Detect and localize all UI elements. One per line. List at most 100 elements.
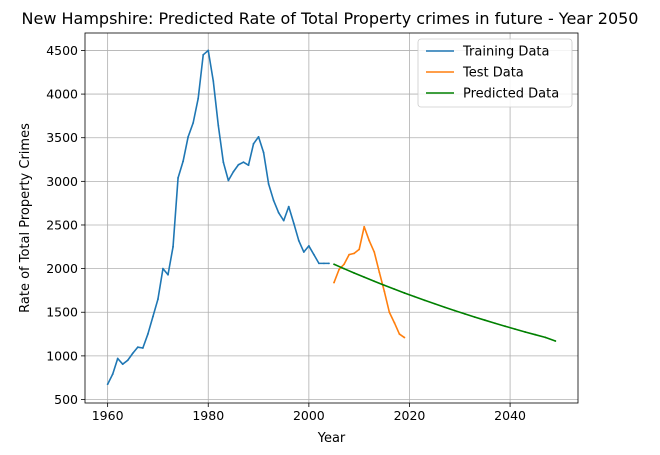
- test-data-point: [363, 225, 366, 228]
- y-tick-label: 4500: [46, 43, 78, 58]
- predicted-data-point: [504, 325, 506, 328]
- y-axis: 500 1000 1500 2000 2500 3000 3500 4000 4500: [46, 43, 85, 407]
- training-data-point: [282, 219, 285, 222]
- y-axis-label: Rate of Total Property Crimes: [18, 123, 33, 313]
- training-data-point: [252, 142, 255, 145]
- test-data-point: [368, 239, 371, 242]
- training-data-point: [257, 135, 260, 138]
- training-data-point: [141, 347, 144, 349]
- predicted-data-point: [363, 276, 366, 279]
- predicted-data-point: [393, 288, 396, 291]
- predicted-data-point: [484, 319, 486, 322]
- x-axis: 1960 1980 2000 2020 2040: [92, 403, 526, 423]
- training-data-point: [146, 333, 149, 335]
- predicted-data-point: [353, 272, 356, 274]
- test-data-points: [333, 225, 406, 339]
- chart-title: New Hampshire: Predicted Rate of Total P…: [22, 9, 639, 28]
- training-data-point: [116, 357, 119, 360]
- training-data-point: [207, 49, 210, 52]
- predicted-data-point: [494, 322, 496, 325]
- training-data-point: [262, 151, 265, 154]
- plot-frame: [84, 32, 579, 404]
- training-data-point: [302, 251, 305, 253]
- predicted-data-point: [443, 306, 446, 309]
- test-data-line: [333, 225, 405, 339]
- training-data-point: [227, 179, 230, 182]
- training-data-point: [267, 183, 270, 185]
- x-tick-label: 2020: [394, 408, 426, 423]
- training-data-point: [323, 262, 325, 265]
- y-tick-label: 4000: [46, 87, 78, 102]
- training-data-point: [136, 346, 139, 349]
- training-data-point: [247, 164, 250, 167]
- y-tick-label: 1000: [46, 348, 78, 363]
- predicted-data-point: [333, 263, 335, 266]
- test-data-point: [358, 248, 361, 251]
- training-data-point: [222, 161, 225, 164]
- training-data-point: [277, 211, 280, 214]
- training-data-point: [242, 161, 245, 164]
- series-layer: [106, 49, 557, 386]
- predicted-data-points: [333, 263, 557, 342]
- predicted-data-point: [453, 309, 456, 312]
- test-data-point: [343, 263, 345, 266]
- training-data-point: [232, 170, 235, 173]
- training-data-point: [297, 239, 300, 242]
- training-data-point: [292, 222, 295, 225]
- predicted-data-point: [463, 313, 466, 315]
- training-data-point: [162, 267, 164, 270]
- training-data-point: [237, 163, 240, 166]
- test-data-point: [348, 253, 351, 256]
- legend-label-test-data: Test Data: [462, 66, 524, 81]
- predicted-data-point: [413, 295, 416, 298]
- x-tick-label: 2040: [494, 408, 526, 423]
- test-data-point: [333, 281, 335, 284]
- training-data-point: [177, 176, 179, 179]
- test-data-point: [373, 251, 376, 253]
- test-data-point: [383, 290, 386, 293]
- training-data-point: [307, 245, 310, 247]
- predicted-data-point: [514, 328, 517, 330]
- training-data-point: [187, 135, 190, 138]
- training-data-point: [157, 298, 159, 301]
- test-data-point: [403, 336, 406, 339]
- training-data-point: [172, 245, 174, 248]
- predicted-data-point: [473, 316, 476, 319]
- predicted-data-line: [333, 263, 556, 342]
- legend-box: [417, 38, 573, 108]
- training-data-point: [152, 315, 154, 318]
- y-tick-label: 500: [54, 392, 78, 407]
- x-tick-label: 1960: [92, 408, 124, 423]
- x-axis-label: Year: [317, 431, 346, 446]
- legend-label-training-data: Training Data: [462, 45, 549, 60]
- training-data-point: [318, 262, 320, 265]
- legend: Training Data Test Data Predicted Data: [417, 38, 573, 108]
- training-data-point: [212, 80, 215, 82]
- predicted-data-point: [373, 280, 376, 283]
- predicted-data-point: [383, 284, 386, 287]
- training-data-point: [111, 373, 114, 376]
- predicted-data-point: [524, 331, 527, 333]
- training-data-point: [167, 273, 169, 276]
- training-data-point: [106, 383, 109, 386]
- training-data-point: [192, 121, 195, 124]
- predicted-data-point: [423, 299, 426, 302]
- test-data-point: [353, 252, 356, 255]
- x-tick-label: 1980: [192, 408, 224, 423]
- x-tick-label: 2000: [293, 408, 325, 423]
- training-data-point: [312, 253, 315, 256]
- test-data-point: [378, 271, 381, 273]
- predicted-data-point: [403, 292, 406, 294]
- y-tick-label: 1500: [46, 305, 78, 320]
- training-data-points: [106, 49, 330, 386]
- y-tick-label: 2500: [46, 217, 78, 232]
- predicted-data-point: [433, 302, 436, 305]
- training-data-point: [217, 124, 220, 127]
- training-data-point: [197, 97, 200, 100]
- predicted-data-point: [534, 333, 537, 336]
- training-data-point: [182, 160, 185, 163]
- test-data-point: [388, 311, 391, 314]
- y-tick-label: 3000: [46, 174, 78, 189]
- training-data-point: [287, 205, 290, 208]
- training-data-point: [121, 363, 124, 366]
